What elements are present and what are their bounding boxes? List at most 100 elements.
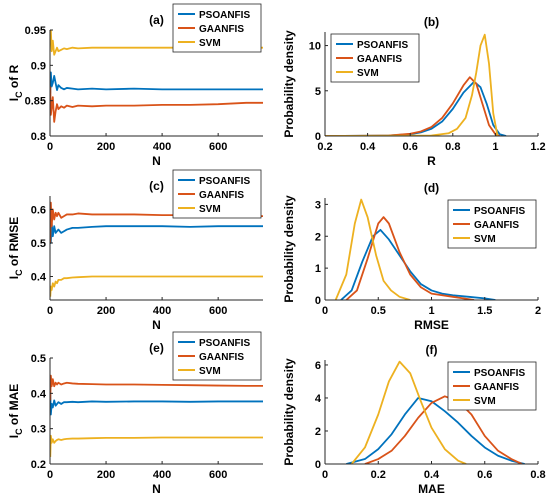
y-axis-label: IC of RMSE	[7, 217, 24, 280]
legend-entry: SVM	[474, 234, 496, 245]
series-line-gaanfis	[50, 374, 263, 401]
legend: PSOANFIS GAANFIS SVM	[172, 3, 262, 53]
y-tick-label: 0.2	[31, 459, 46, 471]
series-line-psoanfis	[346, 397, 525, 464]
legend-entry: SVM	[474, 396, 496, 407]
panel-title: (b)	[424, 15, 439, 29]
y-label-rest: of RMSE	[7, 217, 21, 270]
x-tick-label: 0.8	[445, 141, 460, 153]
panel-f: 0 0.2 0.4 0.6 0.8 0 2 4 6 (f) MAE Probability densi…	[282, 343, 546, 496]
y-tick-label: 3	[315, 199, 321, 211]
y-tick-label: 6	[315, 360, 321, 372]
y-label-subscript: C	[14, 91, 24, 98]
y-axis-label: Probability density	[282, 358, 296, 466]
y-tick-label: 0.8	[31, 131, 46, 143]
legend-entry: GAANFIS	[199, 24, 244, 35]
series-line-psoanfis	[340, 228, 496, 300]
x-tick-label: 0.4	[424, 469, 440, 481]
y-axis-label: Probability density	[282, 30, 296, 138]
x-axis-label: N	[152, 154, 161, 168]
y-tick-label: 0.5	[31, 238, 46, 250]
y-tick-label: 0.3	[31, 424, 46, 436]
legend: PSOANFIS GAANFIS SVM	[330, 33, 420, 83]
series-line-svm	[50, 434, 263, 457]
panel-title: (d)	[424, 181, 439, 195]
x-tick-label: 0	[47, 469, 53, 481]
x-tick-label: 600	[209, 469, 227, 481]
x-tick-label: 400	[153, 469, 171, 481]
x-tick-label: 600	[209, 141, 227, 153]
y-tick-label: 0.6	[31, 204, 46, 216]
y-label-main: I	[7, 435, 21, 438]
x-tick-label: 0.6	[477, 469, 492, 481]
legend-entry: PSOANFIS	[199, 176, 250, 187]
legend-entry: PSOANFIS	[474, 206, 525, 217]
x-axis-label: R	[427, 154, 436, 168]
y-tick-label: 0.9	[31, 60, 46, 72]
x-tick-label: 1.2	[530, 141, 545, 153]
x-tick-label: 0	[47, 141, 53, 153]
series-line-gaanfis	[50, 86, 263, 123]
y-tick-label: 5	[315, 86, 321, 98]
x-tick-label: 400	[153, 305, 171, 317]
legend-entry: SVM	[199, 38, 221, 49]
panel-e: 0 200 400 600 0.2 0.3 0.4 0.5 (e) N IC of MAE PSOAN…	[7, 331, 263, 496]
x-tick-label: 600	[209, 305, 227, 317]
legend-entry: PSOANFIS	[474, 368, 525, 379]
y-tick-label: 4	[315, 393, 322, 405]
y-axis-label: Probability density	[282, 195, 296, 303]
legend: PSOANFIS GAANFIS SVM	[172, 331, 262, 381]
legend-entry: SVM	[199, 204, 221, 215]
x-tick-label: 0	[322, 469, 328, 481]
panel-a: 0 200 400 600 0.8 0.85 0.9 0.95 (a) N IC of R PSOAN…	[7, 3, 263, 168]
x-tick-label: 2	[535, 305, 541, 317]
y-tick-label: 2	[315, 426, 321, 438]
legend-entry: GAANFIS	[474, 220, 519, 231]
legend-entry: PSOANFIS	[199, 10, 250, 21]
x-tick-label: 0.6	[403, 141, 418, 153]
legend: PSOANFIS GAANFIS SVM	[447, 361, 537, 411]
series-line-psoanfis	[50, 209, 263, 244]
y-tick-label: 0.4	[31, 272, 47, 284]
y-tick-label: 1	[315, 263, 321, 275]
x-tick-label: 200	[97, 141, 115, 153]
x-tick-label: 0.2	[317, 141, 332, 153]
x-tick-label: 0.8	[530, 469, 545, 481]
series-line-gaanfis	[345, 216, 475, 300]
legend-box	[447, 361, 537, 411]
series-line-gaanfis	[364, 395, 523, 464]
panel-title: (c)	[149, 179, 164, 193]
x-tick-label: 200	[97, 305, 115, 317]
x-tick-label: 1.5	[477, 305, 492, 317]
y-tick-label: 0.95	[25, 25, 46, 37]
x-axis-label: N	[152, 482, 161, 496]
y-tick-label: 0	[315, 295, 321, 307]
y-tick-label: 10	[309, 41, 321, 53]
legend-entry: GAANFIS	[474, 382, 519, 393]
y-tick-label: 0	[315, 459, 321, 471]
series-line-psoanfis	[50, 71, 263, 94]
x-tick-label: 0.4	[360, 141, 376, 153]
x-tick-label: 1	[492, 141, 498, 153]
x-tick-label: 400	[153, 141, 171, 153]
series-line-svm	[50, 275, 263, 297]
y-tick-label: 0	[315, 131, 321, 143]
legend-entry: SVM	[199, 366, 221, 377]
panel-title: (f)	[426, 343, 438, 357]
series-line-svm	[350, 360, 467, 464]
y-label-subscript: C	[14, 269, 24, 276]
legend-entry: GAANFIS	[357, 54, 402, 65]
panel-title: (a)	[149, 13, 164, 27]
panel-b: 0.2 0.4 0.6 0.8 1 1.2 0 5 10 (b) R Probability dens…	[282, 15, 546, 168]
x-tick-label: 1	[428, 305, 434, 317]
x-tick-label: 0	[47, 305, 53, 317]
x-tick-label: 0.2	[371, 469, 386, 481]
panel-c: 0 200 400 600 0.4 0.5 0.6 (c) N IC of RMSE PSOANFI…	[7, 169, 263, 332]
series-line-psoanfis	[50, 393, 263, 416]
y-label-rest: of MAE	[7, 384, 21, 429]
x-axis-label: MAE	[418, 482, 445, 496]
x-axis-label: N	[152, 318, 161, 332]
y-tick-label: 0.4	[31, 388, 47, 400]
legend-box	[172, 3, 262, 53]
